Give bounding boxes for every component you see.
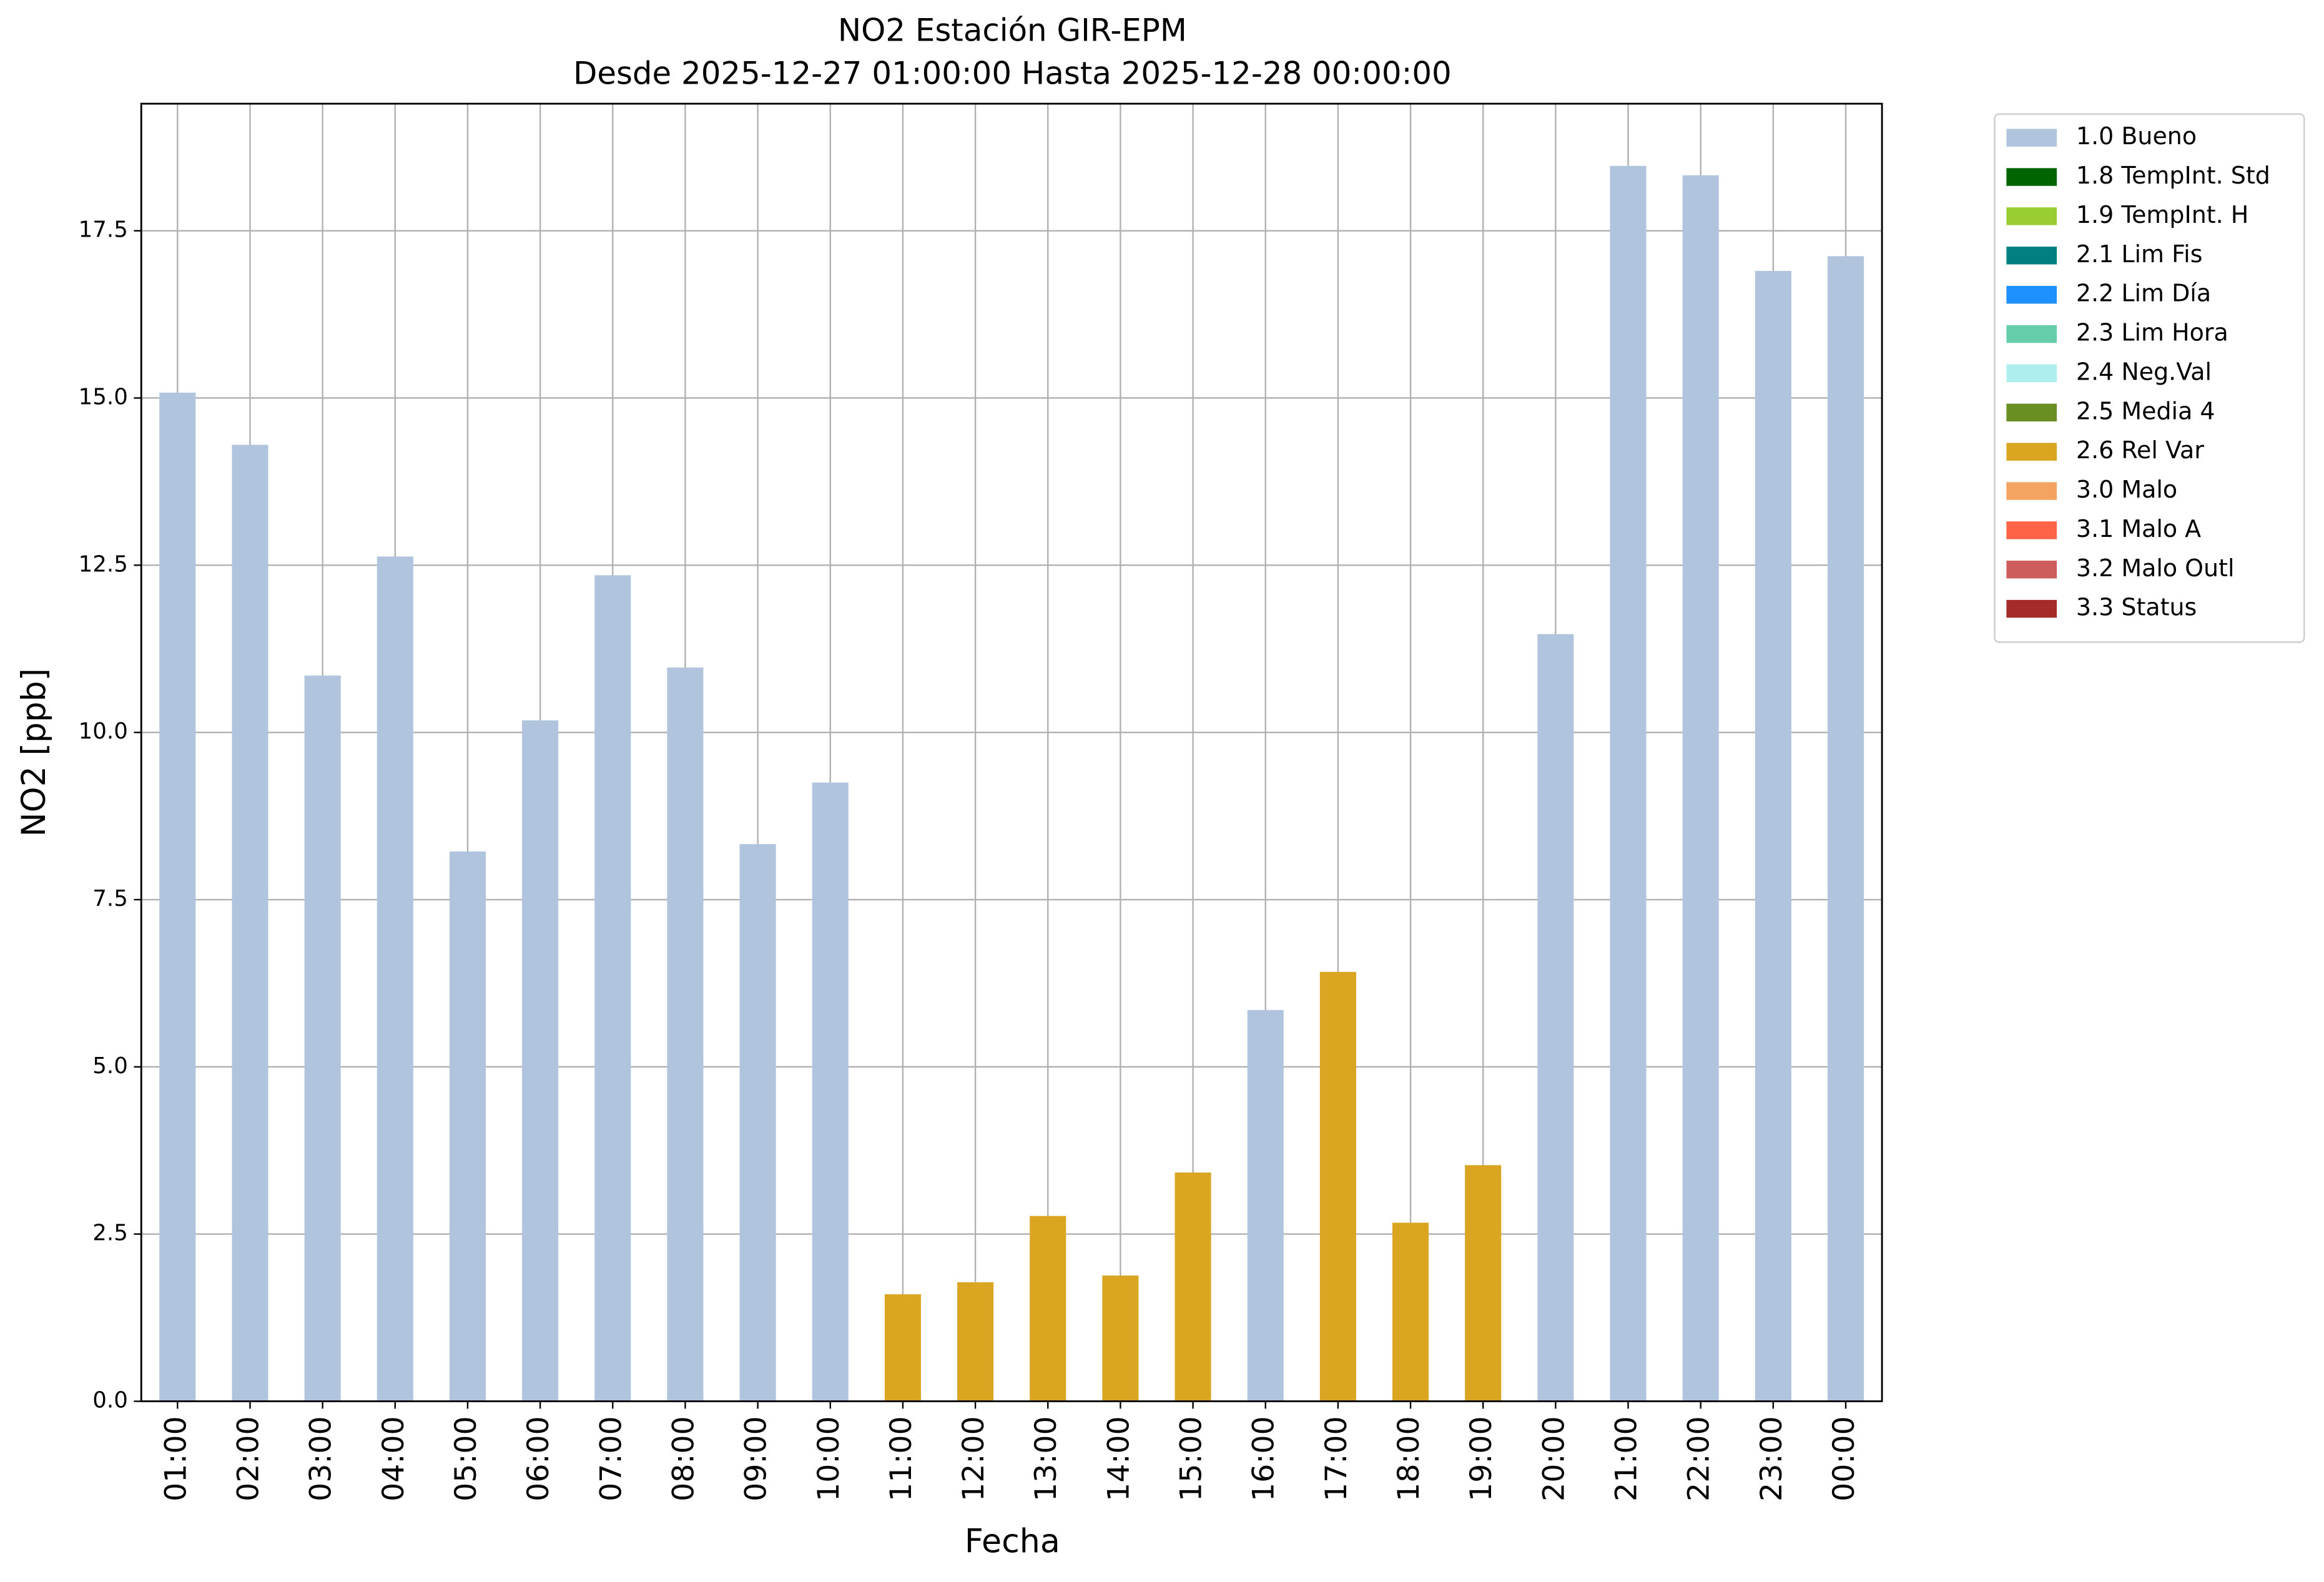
x-axis-label: Fecha (965, 1523, 1060, 1560)
bar (522, 720, 559, 1402)
bar (739, 844, 776, 1402)
legend-label: 3.2 Malo Outl (2076, 554, 2235, 582)
bar (377, 556, 413, 1402)
legend-label: 2.2 Lim Día (2076, 280, 2211, 307)
x-tick-label: 04:00 (377, 1416, 411, 1501)
y-tick-label: 12.5 (79, 551, 128, 577)
x-tick-label: 21:00 (1610, 1416, 1644, 1501)
bar (1755, 270, 1791, 1402)
bar (1102, 1275, 1139, 1402)
bar (884, 1294, 921, 1402)
legend-label: 2.6 Rel Var (2076, 436, 2204, 464)
legend-label: 2.1 Lim Fis (2076, 240, 2203, 268)
bar (1030, 1216, 1066, 1402)
legend-swatch (2006, 207, 2057, 225)
x-tick-label: 01:00 (159, 1416, 193, 1501)
legend-label: 2.5 Media 4 (2076, 397, 2215, 425)
bar (1827, 256, 1864, 1402)
bar (1174, 1172, 1211, 1402)
x-tick-label: 22:00 (1682, 1416, 1716, 1501)
legend-label: 2.4 Neg.Val (2076, 358, 2212, 385)
x-tick-label: 13:00 (1029, 1416, 1063, 1501)
y-tick-label: 5.0 (92, 1053, 128, 1079)
bar (1319, 971, 1356, 1402)
legend-swatch (2006, 285, 2057, 304)
legend-label: 1.9 TempInt. H (2076, 201, 2248, 228)
legend-label: 2.3 Lim Hora (2076, 319, 2228, 346)
bar (594, 575, 631, 1402)
y-tick-label: 0.0 (92, 1388, 128, 1413)
legend-swatch (2006, 325, 2057, 343)
y-tick-label: 7.5 (92, 886, 128, 911)
legend-swatch (2006, 168, 2057, 186)
y-tick-label: 15.0 (79, 384, 128, 410)
x-tick-label: 10:00 (812, 1416, 846, 1501)
legend-swatch (2006, 599, 2057, 618)
legend-label: 1.0 Bueno (2076, 122, 2197, 150)
bar (1682, 175, 1719, 1402)
bar (812, 782, 849, 1402)
chart-subtitle: Desde 2025-12-27 01:00:00 Hasta 2025-12-… (573, 56, 1452, 92)
y-tick-label: 10.0 (79, 719, 128, 744)
x-tick-label: 06:00 (521, 1416, 556, 1501)
chart-title: NO2 Estación GIR-EPM (838, 12, 1187, 49)
x-tick-label: 19:00 (1464, 1416, 1499, 1501)
plot-frame (140, 102, 1883, 1402)
bar (1465, 1165, 1502, 1402)
legend-swatch (2006, 521, 2057, 539)
x-tick-label: 03:00 (304, 1416, 338, 1501)
y-tick-label: 17.5 (79, 217, 128, 243)
x-tick-label: 11:00 (884, 1416, 918, 1501)
legend-label: 3.0 Malo (2076, 476, 2177, 503)
legend-swatch (2006, 443, 2057, 461)
x-tick-label: 07:00 (594, 1416, 628, 1501)
bar (232, 445, 268, 1402)
legend-swatch (2006, 403, 2057, 422)
legend-label: 3.3 Status (2076, 594, 2197, 621)
legend-swatch (2006, 129, 2057, 147)
x-tick-label: 08:00 (666, 1416, 701, 1501)
legend-swatch (2006, 561, 2057, 579)
x-tick-label: 12:00 (957, 1416, 991, 1501)
x-tick-label: 23:00 (1755, 1416, 1789, 1501)
legend-label: 1.8 TempInt. Std (2076, 162, 2270, 189)
y-axis-label: NO2 [ppb] (16, 668, 53, 837)
bar (1247, 1010, 1284, 1402)
legend-box (1994, 113, 2305, 643)
legend-label: 3.1 Malo A (2076, 515, 2201, 543)
x-tick-label: 18:00 (1392, 1416, 1426, 1501)
y-tick-label: 2.5 (92, 1221, 128, 1246)
x-tick-label: 15:00 (1174, 1416, 1209, 1501)
x-tick-label: 05:00 (449, 1416, 483, 1501)
bar (159, 392, 196, 1402)
bar (449, 851, 486, 1402)
bar (957, 1282, 994, 1402)
bar (1537, 634, 1574, 1402)
bar (304, 676, 341, 1402)
legend-swatch (2006, 364, 2057, 383)
x-tick-label: 16:00 (1247, 1416, 1281, 1501)
bar (667, 667, 704, 1402)
x-tick-label: 20:00 (1537, 1416, 1571, 1501)
x-tick-label: 02:00 (231, 1416, 265, 1501)
x-tick-label: 17:00 (1319, 1416, 1354, 1501)
x-tick-label: 00:00 (1827, 1416, 1861, 1501)
legend-swatch (2006, 482, 2057, 500)
legend-swatch (2006, 247, 2057, 265)
bar (1392, 1222, 1429, 1402)
bar (1610, 165, 1647, 1402)
x-tick-label: 14:00 (1101, 1416, 1136, 1501)
x-tick-label: 09:00 (739, 1416, 774, 1501)
